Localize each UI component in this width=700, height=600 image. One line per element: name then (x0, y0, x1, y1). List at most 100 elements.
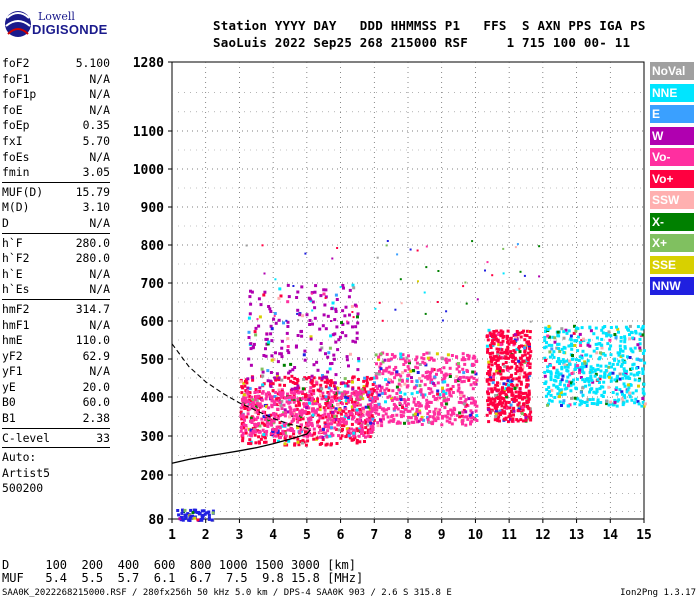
echo-point (565, 364, 569, 367)
echo-point (513, 361, 517, 365)
echo-point (328, 416, 332, 420)
echo-point (385, 408, 389, 412)
echo-point (277, 296, 281, 300)
echo-point (339, 436, 343, 440)
echo-point (430, 369, 434, 373)
echo-point (276, 403, 280, 407)
echo-point (364, 390, 368, 394)
echo-point (528, 374, 532, 377)
echo-point (273, 376, 277, 380)
echo-point (516, 409, 520, 413)
echo-point (565, 379, 569, 383)
echo-point (457, 377, 461, 380)
echo-point (423, 361, 427, 365)
echo-point (433, 375, 437, 379)
echo-point (308, 389, 312, 393)
echo-point (348, 288, 352, 292)
echo-point (310, 421, 314, 425)
echo-point (286, 325, 290, 328)
echo-point (526, 406, 530, 410)
echo-point (447, 358, 451, 362)
echo-point (263, 418, 267, 422)
echo-point (618, 372, 622, 376)
echo-point (458, 415, 462, 419)
echo-point (319, 342, 323, 345)
echo-point (609, 400, 613, 404)
echo-point (275, 397, 279, 401)
echo-point (499, 343, 503, 347)
echo-point (512, 360, 515, 364)
echo-point (313, 306, 317, 310)
echo-point (499, 334, 503, 338)
echo-point (485, 413, 489, 417)
echo-point (319, 428, 322, 432)
param-value: 314.7 (75, 301, 110, 316)
echo-point (181, 518, 185, 522)
echo-point (503, 376, 507, 380)
echo-point (290, 420, 294, 424)
echo-point (343, 390, 347, 394)
echo-point (455, 367, 459, 371)
echo-point (575, 397, 579, 401)
echo-point (527, 397, 531, 401)
echo-point (318, 442, 322, 446)
echo-point (487, 387, 491, 391)
echo-point (310, 291, 314, 295)
param-value: N/A (89, 149, 110, 164)
echo-point (602, 352, 606, 356)
echo-point (469, 409, 473, 413)
echo-point (296, 379, 300, 383)
echo-point (245, 399, 249, 403)
echo-point (610, 365, 613, 369)
echo-point (403, 392, 407, 396)
echo-point (255, 401, 259, 405)
echo-point (574, 365, 578, 369)
echo-point (469, 420, 473, 424)
echo-point (623, 369, 627, 373)
echo-point (488, 398, 492, 402)
echo-point (320, 346, 324, 350)
echo-point (525, 340, 529, 344)
echo-point (599, 401, 603, 404)
echo-point (338, 391, 342, 395)
echo-point (393, 397, 397, 401)
echo-point (196, 518, 200, 522)
echo-point (591, 367, 595, 370)
echo-point (352, 434, 356, 438)
echo-point (607, 365, 611, 369)
echo-point (247, 330, 251, 334)
echo-point (339, 412, 343, 416)
echo-point (372, 408, 376, 412)
echo-point (399, 352, 403, 356)
echo-point (322, 292, 326, 296)
echo-point (625, 369, 628, 373)
param-name: h`E (2, 266, 23, 281)
echo-point (356, 368, 360, 372)
y-tick-label: 600 (141, 315, 165, 330)
echo-point (240, 417, 244, 421)
echo-point (365, 384, 369, 388)
echo-point (346, 384, 350, 388)
param-value: N/A (89, 317, 110, 332)
footer-version: Ion2Png 1.3.17 (620, 588, 696, 598)
echo-point (525, 375, 529, 379)
echo-point (554, 375, 558, 378)
echo-point (333, 397, 337, 401)
echo-point (437, 411, 441, 415)
echo-point (425, 402, 429, 405)
echo-point (310, 379, 314, 383)
echo-point (366, 413, 370, 417)
echo-point (528, 347, 532, 351)
echo-point (515, 347, 519, 351)
echo-point (327, 414, 330, 418)
echo-point (509, 350, 513, 354)
echo-point (295, 407, 299, 411)
echo-point (529, 410, 533, 414)
echo-point (517, 376, 521, 380)
echo-point (316, 420, 319, 424)
header-labels: Station YYYY DAY DDD HHMMSS P1 FFS S AXN… (213, 18, 646, 33)
echo-point (299, 423, 303, 427)
echo-point (408, 409, 412, 413)
param-name: B0 (2, 395, 16, 410)
echo-point (382, 417, 385, 421)
